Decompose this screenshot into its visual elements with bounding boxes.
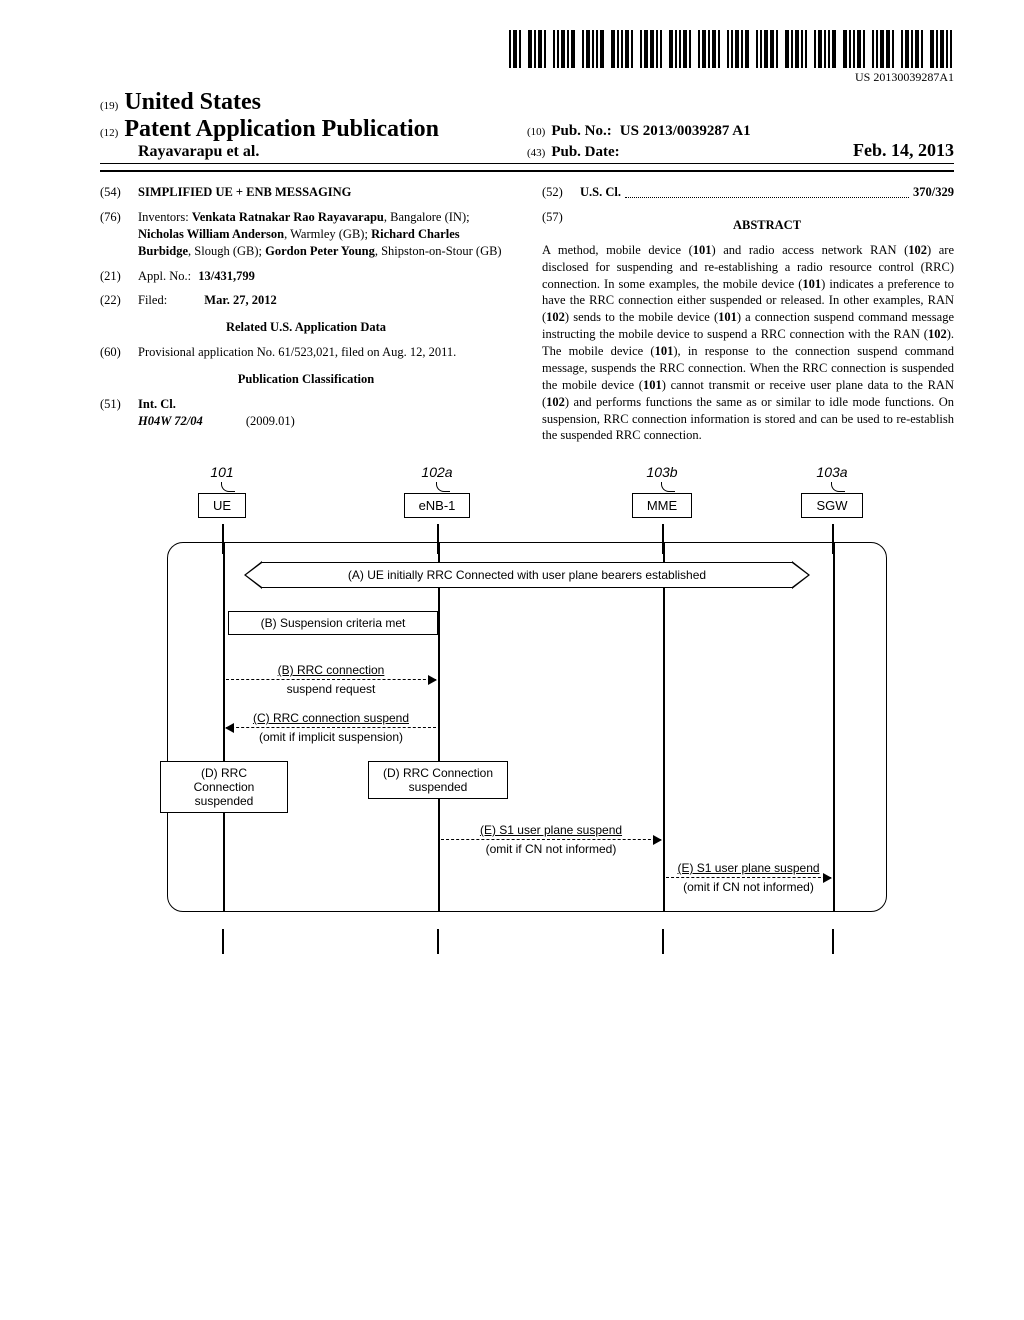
hook-icon (661, 482, 675, 492)
bibliographic-data: (54) SIMPLIFIED UE + ENB MESSAGING (76) … (100, 184, 954, 444)
filed-value: Mar. 27, 2012 (204, 293, 276, 307)
field-54-num: (54) (100, 184, 138, 201)
msg-b: (B) RRC connection suspend request (226, 663, 436, 696)
inventors-label: Inventors: (138, 210, 189, 224)
barcode-icon (509, 30, 954, 68)
intcl-year: (2009.01) (246, 414, 295, 428)
msg-c-top: (C) RRC connection suspend (226, 711, 436, 725)
actor-sgw: SGW (801, 493, 862, 518)
arrow-right-icon (666, 877, 831, 878)
msg-c: (C) RRC connection suspend (omit if impl… (226, 711, 436, 744)
rule-icon (100, 163, 954, 164)
field-22-num: (22) (100, 292, 138, 309)
lifeline-icon (662, 929, 664, 954)
patent-page: US 20130039287A1 (19) United States (12)… (0, 0, 1024, 942)
related-header: Related U.S. Application Data (100, 319, 512, 336)
msg-e2-top: (E) S1 user plane suspend (666, 861, 831, 875)
actor-id: 101 (210, 464, 233, 480)
pubdate-label: Pub. Date: (551, 144, 619, 160)
pubno-value: US 2013/0039287 A1 (620, 123, 751, 139)
lifeline-icon (222, 929, 224, 954)
inventor-loc: Warmley (GB) (290, 227, 364, 241)
note-d-ue: (D) RRC Connection suspended (160, 761, 288, 813)
inventor-name: Venkata Ratnakar Rao Rayavarapu (192, 210, 384, 224)
provisional-text: Provisional application No. 61/523,021, … (138, 344, 512, 361)
country: United States (124, 89, 261, 115)
diagram-actors: 101 UE 102a eNB-1 103b MME 103a SGW (167, 464, 887, 524)
invention-title: SIMPLIFIED UE + ENB MESSAGING (138, 184, 512, 201)
field-76-num: (76) (100, 209, 138, 260)
arrow-left-icon (226, 727, 436, 728)
msg-e2-bot: (omit if CN not informed) (666, 880, 831, 894)
uscl-label: U.S. Cl. (580, 184, 621, 201)
abstract-text: A method, mobile device (101) and radio … (542, 242, 954, 445)
actor-id: 103a (816, 464, 847, 480)
note-b-criteria: (B) Suspension criteria met (228, 611, 438, 635)
lifeline-icon (663, 543, 665, 911)
pubclass-header: Publication Classification (100, 371, 512, 388)
uscl-value: 370/329 (913, 184, 954, 201)
msg-b-bot: suspend request (226, 682, 436, 696)
banner-a-text: (A) UE initially RRC Connected with user… (262, 562, 792, 588)
actor-mme: MME (632, 493, 692, 518)
field-43-num: (43) (527, 147, 545, 159)
field-60-num: (60) (100, 344, 138, 361)
actor-enb: eNB-1 (404, 493, 471, 518)
actor-id: 102a (421, 464, 452, 480)
appl-label: Appl. No.: (138, 269, 191, 283)
msg-e2: (E) S1 user plane suspend (omit if CN no… (666, 861, 831, 894)
inventor-loc: Shipston-on-Stour (GB) (381, 244, 502, 258)
rule-icon (100, 170, 954, 172)
lifeline-icon (832, 929, 834, 954)
inventor-loc: Slough (GB) (194, 244, 258, 258)
hook-icon (436, 482, 450, 492)
lifeline-icon (833, 543, 835, 911)
filed-label: Filed: (138, 293, 167, 307)
field-19-num: (19) (100, 100, 118, 112)
inventor-loc: Bangalore (IN) (390, 210, 466, 224)
pubno-label: Pub. No.: (551, 123, 611, 139)
arrow-right-icon (226, 679, 436, 680)
hook-icon (831, 482, 845, 492)
barcode-block: US 20130039287A1 (100, 30, 954, 85)
lifeline-icon (438, 543, 440, 911)
actor-id: 103b (646, 464, 677, 480)
appl-value: 13/431,799 (198, 269, 255, 283)
arrow-right-icon (441, 839, 661, 840)
field-57-num: (57) (542, 209, 580, 242)
msg-e1-top: (E) S1 user plane suspend (441, 823, 661, 837)
inventors-list: Venkata Ratnakar Rao Rayavarapu, Bangalo… (138, 210, 502, 258)
hex-cap-icon (244, 561, 262, 589)
msg-c-bot: (omit if implicit suspension) (226, 730, 436, 744)
inventor-name: Gordon Peter Young (265, 244, 375, 258)
msg-b-top: (B) RRC connection (226, 663, 436, 677)
banner-a: (A) UE initially RRC Connected with user… (244, 561, 810, 589)
field-52-num: (52) (542, 184, 580, 201)
abstract-label: ABSTRACT (580, 217, 954, 234)
field-12-num: (12) (100, 127, 118, 139)
pubdate-value: Feb. 14, 2013 (620, 140, 954, 161)
barcode-number: US 20130039287A1 (855, 70, 954, 85)
field-10-num: (10) (527, 126, 545, 138)
note-d-enb: (D) RRC Connection suspended (368, 761, 508, 799)
field-21-num: (21) (100, 268, 138, 285)
msg-e1: (E) S1 user plane suspend (omit if CN no… (441, 823, 661, 856)
intcl-code: H04W 72/04 (138, 414, 203, 428)
actor-ue: UE (198, 493, 246, 518)
lifeline-icon (437, 929, 439, 954)
authors-line: Rayavarapu et al. (100, 143, 527, 161)
intcl-label: Int. Cl. (138, 397, 176, 411)
msg-e1-bot: (omit if CN not informed) (441, 842, 661, 856)
hex-cap-icon (792, 561, 810, 589)
hook-icon (221, 482, 235, 492)
inventor-name: Nicholas William Anderson (138, 227, 284, 241)
header: (19) United States (12) Patent Applicati… (100, 89, 954, 161)
dot-leader-icon (625, 184, 909, 198)
sequence-frame: (A) UE initially RRC Connected with user… (167, 542, 887, 912)
sequence-diagram: 101 UE 102a eNB-1 103b MME 103a SGW (167, 464, 887, 912)
field-51-num: (51) (100, 396, 138, 430)
doc-type: Patent Application Publication (124, 116, 439, 142)
